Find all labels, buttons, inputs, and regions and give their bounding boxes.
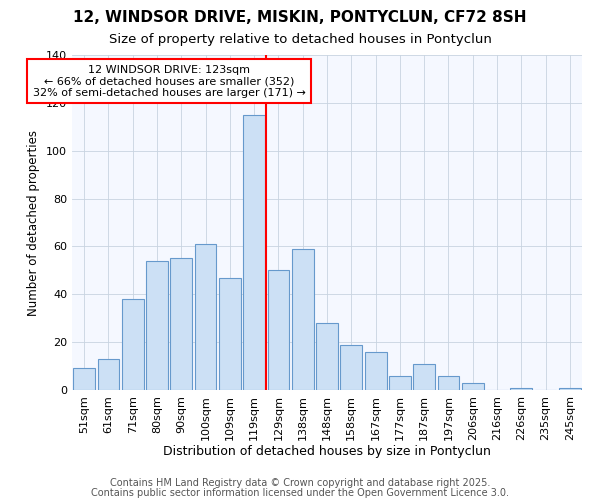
Bar [559, 388, 581, 390]
Bar [243, 115, 265, 390]
Bar [219, 278, 241, 390]
Bar [316, 323, 338, 390]
Bar [268, 270, 289, 390]
Bar [73, 368, 95, 390]
Text: Contains public sector information licensed under the Open Government Licence 3.: Contains public sector information licen… [91, 488, 509, 498]
Bar [97, 359, 119, 390]
Bar [511, 388, 532, 390]
Bar [413, 364, 435, 390]
Bar [389, 376, 411, 390]
Bar [437, 376, 460, 390]
Bar [340, 344, 362, 390]
Text: 12, WINDSOR DRIVE, MISKIN, PONTYCLUN, CF72 8SH: 12, WINDSOR DRIVE, MISKIN, PONTYCLUN, CF… [73, 10, 527, 25]
Bar [292, 249, 314, 390]
Y-axis label: Number of detached properties: Number of detached properties [28, 130, 40, 316]
Text: Contains HM Land Registry data © Crown copyright and database right 2025.: Contains HM Land Registry data © Crown c… [110, 478, 490, 488]
Bar [170, 258, 192, 390]
Bar [122, 299, 143, 390]
Bar [365, 352, 386, 390]
Bar [194, 244, 217, 390]
Text: Size of property relative to detached houses in Pontyclun: Size of property relative to detached ho… [109, 32, 491, 46]
Bar [146, 261, 168, 390]
Bar [462, 383, 484, 390]
X-axis label: Distribution of detached houses by size in Pontyclun: Distribution of detached houses by size … [163, 446, 491, 458]
Text: 12 WINDSOR DRIVE: 123sqm
← 66% of detached houses are smaller (352)
32% of semi-: 12 WINDSOR DRIVE: 123sqm ← 66% of detach… [33, 64, 305, 98]
